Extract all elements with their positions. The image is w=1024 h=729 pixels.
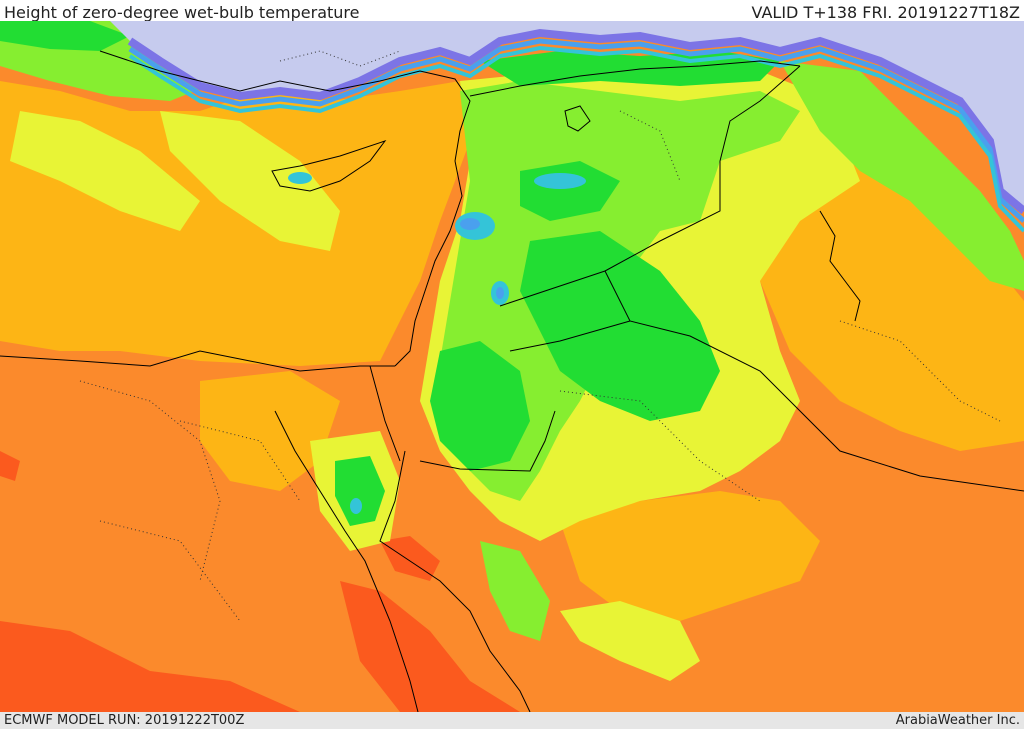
coastline-lines [0,50,861,712]
field-yellow-west-med [10,111,200,231]
province-dotted-lines [79,50,1001,622]
field-blue-lebanon [460,218,480,230]
map-footer: ECMWF MODEL RUN: 20191222T00Z ArabiaWeat… [0,712,1024,729]
map-canvas [0,21,1024,712]
province-line-4 [559,390,761,502]
province-line-3 [619,110,681,182]
credit-label: ArabiaWeather Inc. [895,713,1020,728]
field-violet-coast [127,28,1024,215]
field-green-israel [430,341,530,471]
field-red-aqaba [380,536,440,581]
coastline-gulf [819,210,861,322]
province-line-6 [279,50,401,67]
field-blue-coast [128,38,1024,223]
field-cyan-syria [534,173,586,189]
field-yellow-central-med [160,111,340,251]
coastline-red-sea [379,450,531,712]
coastline-egypt [0,350,395,372]
province-line-1 [79,380,221,582]
field-light-green-north-coast [780,61,1024,291]
coastline-turkey [99,50,471,162]
weather-map[interactable] [0,21,1024,712]
field-light-green-south [480,541,550,641]
map-header: Height of zero-degree wet-bulb temperatu… [0,0,1024,21]
field-cyan-coast [128,45,1024,233]
map-title: Height of zero-degree wet-bulb temperatu… [4,3,360,21]
border-egypt-sinai [369,365,401,462]
field-orange-south-central [560,491,820,621]
field-orange-nile [200,371,340,491]
border-syria-turkey [469,60,801,97]
coastline-lake-north [564,105,591,132]
field-cyan-sinai [350,498,362,514]
field-blue-dead-sea [496,287,504,299]
model-run-label: ECMWF MODEL RUN: 20191222T00Z [4,713,245,728]
coastline-levant [394,160,463,367]
country-border-lines [369,60,1024,492]
field-yellow-south-strip [560,601,700,681]
field-red-red-sea [340,581,520,712]
field-cyan-cyprus [288,172,312,184]
field-green-north-strip [0,21,130,51]
border-jordan [499,270,1024,492]
coastline-cyprus [271,140,387,192]
field-cold-sea-north [110,21,1024,211]
coastline-suez [274,410,419,712]
field-green-jordan [520,231,720,421]
field-green-sinai-patch [335,456,385,526]
border-jordan-saudi [419,320,631,472]
field-red-west-edge [0,451,20,481]
field-red-south-west [0,621,300,712]
border-syria-iraq [604,65,801,272]
valid-time-label: VALID T+138 FRI. 20191227T18Z [751,3,1020,21]
